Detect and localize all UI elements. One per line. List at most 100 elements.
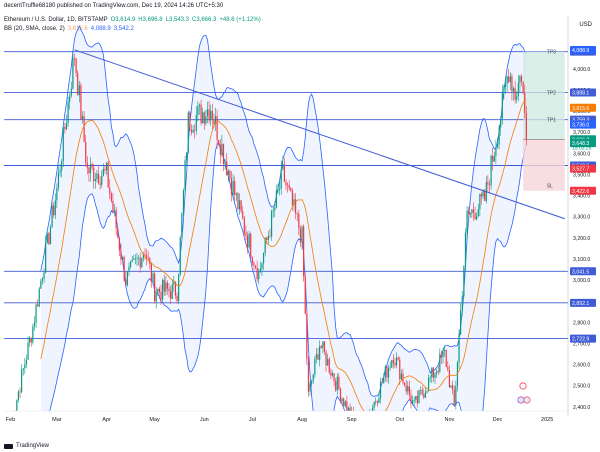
candle-body bbox=[498, 127, 500, 145]
candle-body bbox=[245, 232, 247, 236]
candle-body bbox=[242, 211, 244, 219]
candle-body bbox=[259, 268, 261, 272]
x-tick-label: May bbox=[149, 417, 160, 423]
y-tick-label: 3,500.0 bbox=[573, 172, 590, 178]
candle-body bbox=[238, 200, 241, 210]
candle-body bbox=[468, 210, 470, 215]
y-tick-label: 2,800.0 bbox=[573, 320, 590, 326]
bb-indicator-label[interactable]: BB (20, SMA, close, 2) bbox=[4, 26, 65, 32]
candle-body bbox=[442, 351, 444, 358]
candle-body bbox=[70, 88, 72, 96]
candle-body bbox=[476, 216, 478, 220]
candle-body bbox=[448, 369, 451, 388]
y-tick-label: 2,700.0 bbox=[573, 341, 590, 347]
candle-body bbox=[514, 88, 516, 100]
candle-body bbox=[256, 267, 258, 280]
candle-body bbox=[240, 200, 242, 212]
level-tag-text: 3,888.1 bbox=[572, 90, 589, 96]
candle-body bbox=[64, 126, 66, 130]
candle-body bbox=[110, 193, 112, 201]
x-tick-label: Aug bbox=[297, 417, 307, 423]
candle-body bbox=[230, 178, 233, 195]
countdown-label: 15:03:26 bbox=[572, 145, 592, 151]
candle-body bbox=[373, 402, 375, 409]
candle-body bbox=[482, 190, 484, 197]
price-tag bbox=[570, 103, 596, 112]
candle-body bbox=[386, 366, 388, 378]
candle-body bbox=[341, 398, 343, 402]
plot-area: TP3 TP2 TP1 SL bbox=[4, 24, 568, 425]
candle-body bbox=[314, 358, 316, 375]
candle-body bbox=[496, 144, 499, 148]
candle-body bbox=[272, 210, 274, 212]
candle-body bbox=[219, 144, 221, 156]
candle-body bbox=[117, 228, 119, 238]
candle-body bbox=[403, 382, 406, 386]
candle-body bbox=[336, 376, 338, 391]
candle-body bbox=[472, 209, 475, 214]
candle-body bbox=[303, 226, 305, 277]
candle-body bbox=[283, 164, 285, 182]
candle-body bbox=[379, 381, 382, 399]
trendline bbox=[74, 49, 565, 220]
candle-body bbox=[254, 265, 257, 268]
candle-body bbox=[152, 273, 154, 282]
candle-body bbox=[81, 116, 84, 120]
candle-body bbox=[506, 76, 508, 84]
candle-body bbox=[444, 349, 446, 352]
candle-body bbox=[226, 161, 228, 175]
price-tag-text: 3,815.6 bbox=[572, 106, 589, 112]
y-tick-label: 3,700.0 bbox=[573, 130, 590, 136]
x-tick-label: Dec bbox=[493, 417, 503, 423]
candle-body bbox=[163, 279, 165, 292]
candle-body bbox=[429, 377, 431, 379]
open-value: O3,614.9 bbox=[110, 17, 136, 23]
us-flag-icon bbox=[523, 396, 531, 404]
candle-body bbox=[86, 162, 88, 168]
candle-body bbox=[112, 200, 114, 212]
price-chart[interactable]: TP3TP2TP1SL4,000.03,900.03,800.03,700.03… bbox=[0, 12, 600, 438]
candle-body bbox=[45, 243, 47, 273]
candle-body bbox=[389, 367, 391, 369]
x-tick-label: Mar bbox=[52, 417, 62, 423]
x-tick-label: Nov bbox=[445, 417, 455, 423]
price-tag bbox=[570, 186, 596, 195]
candle-body bbox=[146, 254, 148, 258]
candle-body bbox=[51, 205, 53, 228]
candle-body bbox=[243, 218, 245, 233]
candle-body bbox=[208, 109, 210, 121]
candle-body bbox=[149, 258, 151, 265]
candle-body bbox=[370, 415, 371, 416]
change-value: +48.6 (+1.12%) bbox=[219, 17, 261, 23]
candle-body bbox=[30, 337, 32, 343]
candle-body bbox=[234, 181, 236, 195]
candle-body bbox=[293, 199, 295, 205]
bb-upper-line bbox=[40, 24, 527, 398]
candle-body bbox=[369, 415, 370, 425]
candle-body bbox=[194, 130, 196, 131]
candle-body bbox=[21, 370, 23, 393]
candle-body bbox=[158, 288, 161, 292]
x-tick-label: Sep bbox=[347, 417, 357, 423]
chart-svg[interactable]: TP3TP2TP1SL4,000.03,900.03,800.03,700.03… bbox=[0, 12, 600, 438]
candle-body bbox=[452, 385, 454, 390]
candle-body bbox=[392, 360, 394, 364]
candle-body bbox=[97, 173, 100, 184]
candle-body bbox=[206, 109, 209, 117]
candle-body bbox=[503, 86, 505, 92]
candle-body bbox=[218, 139, 220, 145]
candle-body bbox=[142, 254, 144, 258]
level-tag-text: 2,722.9 bbox=[572, 337, 589, 343]
candle-body bbox=[232, 181, 234, 195]
publisher-header: decentTruffle68180 published on TradingV… bbox=[4, 3, 224, 9]
y-tick-label: 2,500.0 bbox=[573, 384, 590, 390]
candle-body bbox=[307, 358, 310, 392]
candle-body bbox=[391, 360, 393, 368]
candle-body bbox=[94, 179, 96, 182]
candle-body bbox=[61, 161, 63, 171]
candle-body bbox=[328, 359, 330, 373]
stop-loss-zone bbox=[523, 139, 565, 191]
symbol-label[interactable]: Ethereum / U.S. Dollar, 1D, BITSTAMP bbox=[4, 17, 108, 23]
candle-body bbox=[511, 76, 513, 92]
candle-body bbox=[101, 175, 103, 185]
